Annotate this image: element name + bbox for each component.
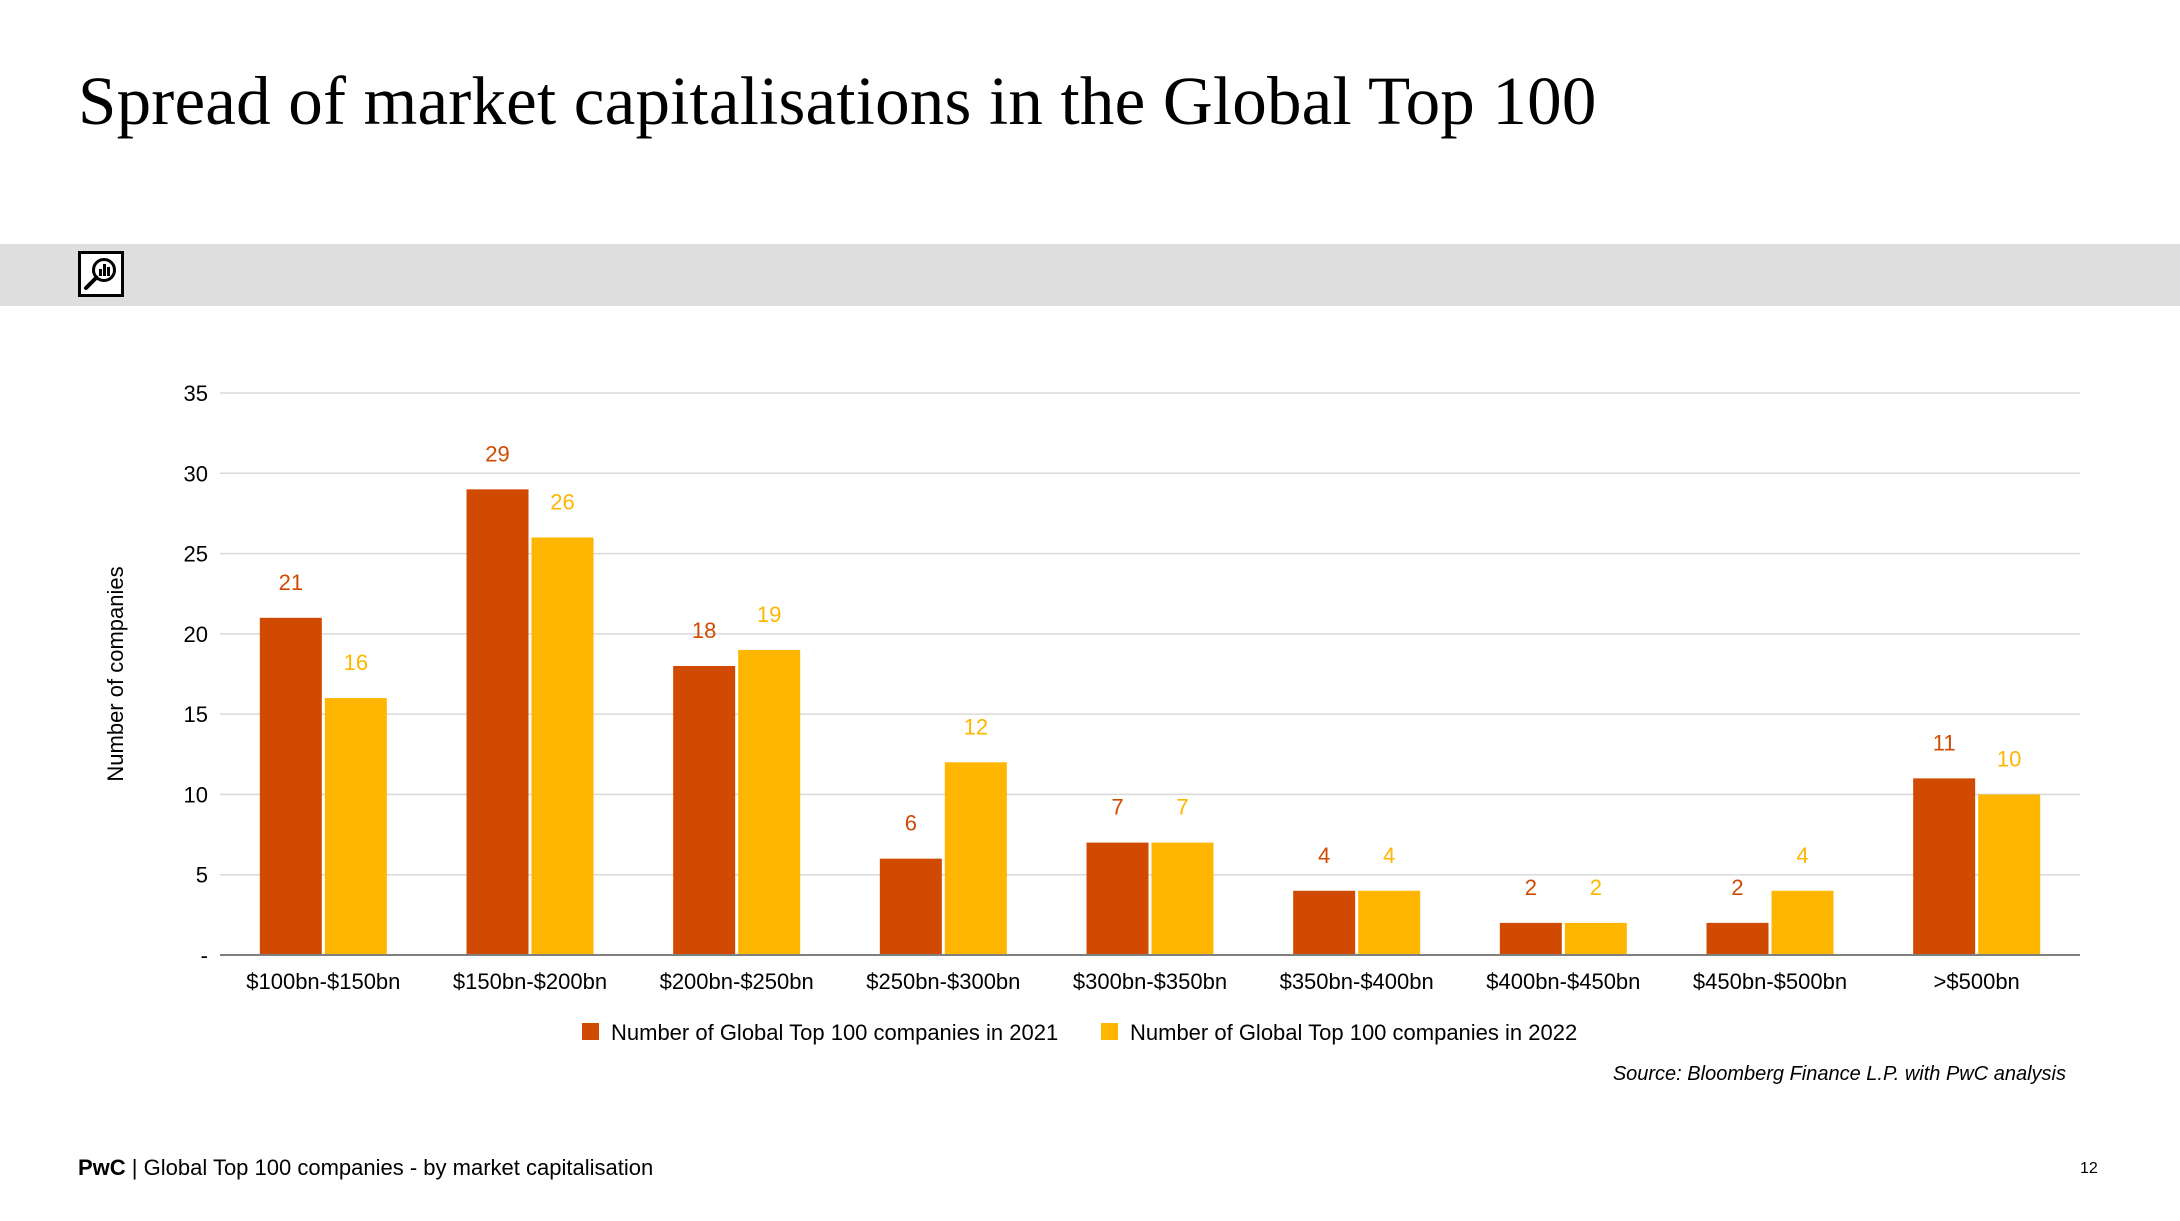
data-label: 12 [964, 714, 988, 739]
legend-swatch-2021 [582, 1023, 599, 1040]
data-label: 2 [1525, 875, 1537, 900]
x-tick-label: $250bn-$300bn [866, 969, 1020, 994]
data-label: 7 [1176, 795, 1188, 820]
footer: PwC | Global Top 100 companies - by mark… [78, 1155, 653, 1181]
bar-2021 [1913, 778, 1976, 955]
bar-2022 [531, 537, 594, 955]
y-tick-label: 35 [184, 381, 208, 406]
bar-2021 [259, 617, 322, 955]
data-label: 4 [1796, 843, 1808, 868]
y-tick-label: 5 [196, 863, 208, 888]
data-label: 7 [1111, 795, 1123, 820]
bar-2021 [466, 489, 529, 955]
x-tick-label: >$500bn [1934, 969, 2020, 994]
bar-2021 [1293, 890, 1356, 955]
footer-text: Global Top 100 companies - by market cap… [143, 1155, 654, 1180]
y-tick-label: 25 [184, 542, 208, 567]
data-label: 4 [1318, 843, 1330, 868]
x-tick-label: $150bn-$200bn [453, 969, 607, 994]
data-label: 26 [550, 490, 574, 515]
legend-label: Number of Global Top 100 companies in 20… [1130, 1020, 1577, 1045]
data-label: 2 [1590, 875, 1602, 900]
data-label: 11 [1933, 730, 1956, 755]
bar-2022 [1151, 842, 1214, 955]
x-tick-label: $450bn-$500bn [1693, 969, 1847, 994]
y-tick-label: 30 [184, 461, 208, 486]
y-tick-label: - [201, 943, 208, 968]
bar-2022 [1978, 794, 2041, 955]
bar-2021 [1499, 922, 1562, 955]
bar-2021 [1706, 922, 1769, 955]
bar-2022 [324, 698, 387, 955]
footer-separator: | [125, 1155, 144, 1180]
source-note: Source: Bloomberg Finance L.P. with PwC … [1612, 1063, 2066, 1085]
y-axis-label: Number of companies [103, 566, 128, 781]
x-tick-label: $100bn-$150bn [246, 969, 400, 994]
bar-2021 [879, 858, 942, 955]
legend-swatch-2022 [1101, 1023, 1118, 1040]
data-label: 16 [344, 650, 368, 675]
data-label: 21 [279, 570, 303, 595]
y-tick-label: 10 [184, 782, 208, 807]
data-label: 4 [1383, 843, 1395, 868]
y-tick-label: 20 [184, 622, 208, 647]
data-label: 29 [485, 441, 509, 466]
data-label: 19 [757, 602, 781, 627]
x-tick-label: $300bn-$350bn [1073, 969, 1227, 994]
bar-2021 [1086, 842, 1149, 955]
bar-2022 [738, 649, 801, 955]
data-label: 2 [1731, 875, 1743, 900]
data-label: 6 [905, 811, 917, 836]
bar-2022 [944, 762, 1007, 955]
x-tick-label: $350bn-$400bn [1280, 969, 1434, 994]
data-label: 10 [1997, 746, 2021, 771]
slide-title: Spread of market capitalisations in the … [78, 63, 1597, 139]
x-tick-label: $400bn-$450bn [1486, 969, 1640, 994]
x-tick-label: $200bn-$250bn [660, 969, 814, 994]
data-label: 18 [692, 618, 716, 643]
page-number: 12 [2080, 1160, 2098, 1177]
bar-2022 [1771, 890, 1834, 955]
bar-2022 [1564, 922, 1627, 955]
bar-2022 [1358, 890, 1421, 955]
legend-label: Number of Global Top 100 companies in 20… [611, 1020, 1058, 1045]
footer-brand: PwC [78, 1155, 126, 1180]
y-tick-label: 15 [184, 702, 208, 727]
section-band [0, 244, 2180, 306]
bar-2021 [673, 665, 736, 955]
magnifier-bar-chart-icon [78, 251, 124, 297]
